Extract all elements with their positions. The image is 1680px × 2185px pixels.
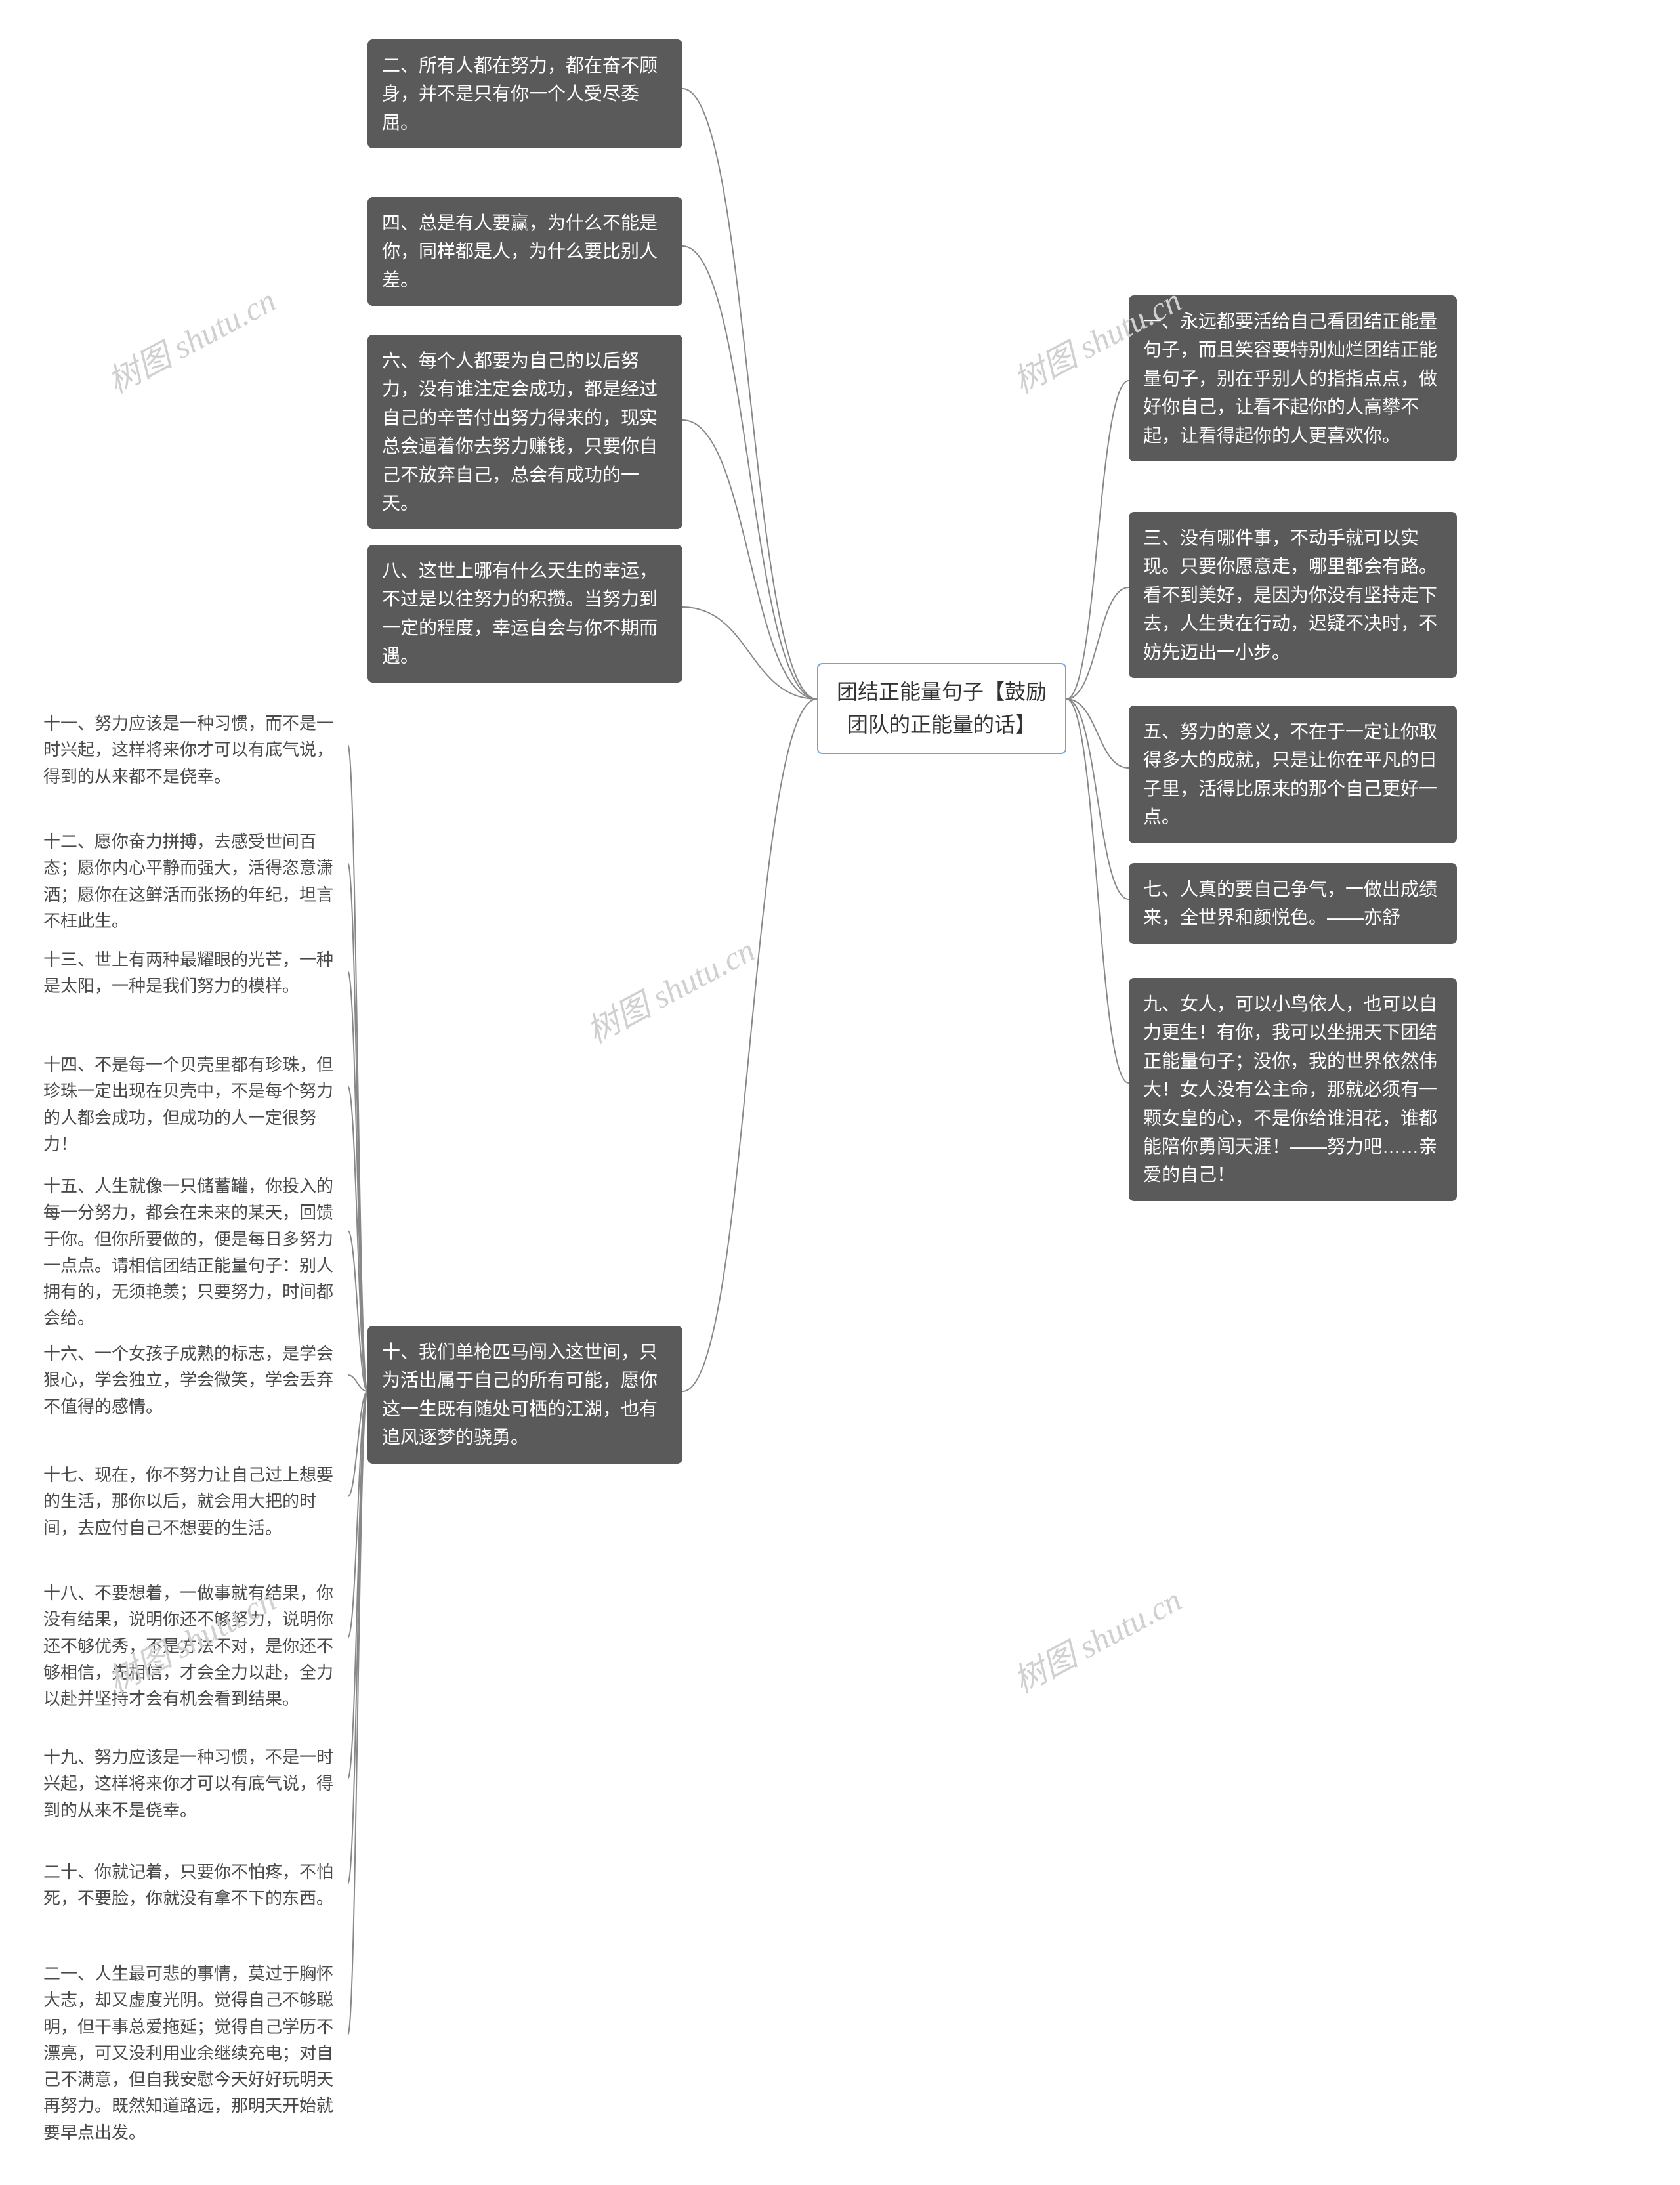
node-3-text: 三、没有哪件事，不动手就可以实现。只要你愿意走，哪里都会有路。看不到美好，是因为… [1143,528,1437,662]
node-10: 十、我们单枪匹马闯入这世间，只为活出属于自己的所有可能，愿你这一生既有随处可栖的… [368,1326,682,1464]
center-node: 团结正能量句子【鼓励团队的正能量的话】 [817,663,1066,754]
node-2: 二、所有人都在努力，都在奋不顾身，并不是只有你一个人受尽委屈。 [368,39,682,148]
leaf-18-text: 十八、不要想着，一做事就有结果，你没有结果，说明你还不够努力，说明你还不够优秀，… [43,1583,333,1708]
leaf-15: 十五、人生就像一只储蓄罐，你投入的每一分努力，都会在未来的某天，回馈于你。但你所… [33,1165,348,1340]
leaf-11: 十一、努力应该是一种习惯，而不是一时兴起，这样将来你才可以有底气说，得到的从来都… [33,702,348,797]
center-node-text: 团结正能量句子【鼓励团队的正能量的话】 [837,680,1047,736]
node-7: 七、人真的要自己争气，一做出成绩来，全世界和颜悦色。——亦舒 [1129,863,1457,944]
leaf-17: 十七、现在，你不努力让自己过上想要的生活，那你以后，就会用大把的时间，去应付自己… [33,1454,348,1549]
leaf-13: 十三、世上有两种最耀眼的光芒，一种是太阳，一种是我们努力的模样。 [33,939,348,1008]
node-4-text: 四、总是有人要赢，为什么不能是你，同样都是人，为什么要比别人差。 [382,213,658,290]
leaf-15-text: 十五、人生就像一只储蓄罐，你投入的每一分努力，都会在未来的某天，回馈于你。但你所… [43,1176,333,1328]
leaf-21-text: 二一、人生最可悲的事情，莫过于胸怀大志，却又虚度光阴。觉得自己不够聪明，但干事总… [43,1964,333,2142]
node-7-text: 七、人真的要自己争气，一做出成绩来，全世界和颜悦色。——亦舒 [1143,879,1437,927]
leaf-14: 十四、不是每一个贝壳里都有珍珠，但珍珠一定出现在贝壳中，不是每个努力的人都会成功… [33,1044,348,1165]
node-4: 四、总是有人要赢，为什么不能是你，同样都是人，为什么要比别人差。 [368,197,682,306]
leaf-16: 十六、一个女孩子成熟的标志，是学会狠心，学会独立，学会微笑，学会丢弃不值得的感情… [33,1332,348,1428]
leaf-17-text: 十七、现在，你不努力让自己过上想要的生活，那你以后，就会用大把的时间，去应付自己… [43,1465,333,1538]
leaf-19-text: 十九、努力应该是一种习惯，不是一时兴起，这样将来你才可以有底气说，得到的从来不是… [43,1747,333,1820]
node-8: 八、这世上哪有什么天生的幸运，不过是以往努力的积攒。当努力到一定的程度，幸运自会… [368,545,682,683]
node-8-text: 八、这世上哪有什么天生的幸运，不过是以往努力的积攒。当努力到一定的程度，幸运自会… [382,561,658,666]
node-9: 九、女人，可以小鸟依人，也可以自力更生！有你，我可以坐拥天下团结正能量句子；没你… [1129,978,1457,1201]
leaf-12-text: 十二、愿你奋力拼搏，去感受世间百态；愿你内心平静而强大，活得恣意潇洒；愿你在这鲜… [43,832,333,931]
leaf-13-text: 十三、世上有两种最耀眼的光芒，一种是太阳，一种是我们努力的模样。 [43,950,333,996]
node-1: 一、永远都要活给自己看团结正能量句子，而且笑容要特别灿烂团结正能量句子，别在乎别… [1129,295,1457,461]
leaf-18: 十八、不要想着，一做事就有结果，你没有结果，说明你还不够努力，说明你还不够优秀，… [33,1572,348,1720]
node-2-text: 二、所有人都在努力，都在奋不顾身，并不是只有你一个人受尽委屈。 [382,55,658,133]
node-1-text: 一、永远都要活给自己看团结正能量句子，而且笑容要特别灿烂团结正能量句子，别在乎别… [1143,311,1437,446]
watermark-1-text: 树图 shutu.cn [102,282,282,400]
leaf-19: 十九、努力应该是一种习惯，不是一时兴起，这样将来你才可以有底气说，得到的从来不是… [33,1736,348,1831]
leaf-11-text: 十一、努力应该是一种习惯，而不是一时兴起，这样将来你才可以有底气说，得到的从来都… [43,713,333,786]
node-5: 五、努力的意义，不在于一定让你取得多大的成就，只是让你在平凡的日子里，活得比原来… [1129,706,1457,843]
leaf-14-text: 十四、不是每一个贝壳里都有珍珠，但珍珠一定出现在贝壳中，不是每个努力的人都会成功… [43,1055,333,1154]
watermark-5-text: 树图 shutu.cn [1007,1581,1187,1700]
leaf-20: 二十、你就记着，只要你不怕疼，不怕死，不要脸，你就没有拿不下的东西。 [33,1851,348,1920]
leaf-21: 二一、人生最可悲的事情，莫过于胸怀大志，却又虚度光阴。觉得自己不够聪明，但干事总… [33,1953,348,2153]
leaf-16-text: 十六、一个女孩子成熟的标志，是学会狠心，学会独立，学会微笑，学会丢弃不值得的感情… [43,1344,333,1416]
node-5-text: 五、努力的意义，不在于一定让你取得多大的成就，只是让你在平凡的日子里，活得比原来… [1143,721,1437,827]
watermark-1: 树图 shutu.cn [98,274,284,402]
leaf-12: 十二、愿你奋力拼搏，去感受世间百态；愿你内心平静而强大，活得恣意潇洒；愿你在这鲜… [33,820,348,942]
watermark-3: 树图 shutu.cn [578,924,763,1052]
node-6-text: 六、每个人都要为自己的以后努力，没有谁注定会成功，都是经过自己的辛苦付出努力得来… [382,350,658,513]
leaf-20-text: 二十、你就记着，只要你不怕疼，不怕死，不要脸，你就没有拿不下的东西。 [43,1862,333,1908]
node-3: 三、没有哪件事，不动手就可以实现。只要你愿意走，哪里都会有路。看不到美好，是因为… [1129,512,1457,678]
node-6: 六、每个人都要为自己的以后努力，没有谁注定会成功，都是经过自己的辛苦付出努力得来… [368,335,682,529]
watermark-3-text: 树图 shutu.cn [581,931,761,1050]
watermark-5: 树图 shutu.cn [1004,1574,1189,1702]
node-10-text: 十、我们单枪匹马闯入这世间，只为活出属于自己的所有可能，愿你这一生既有随处可栖的… [382,1342,658,1447]
node-9-text: 九、女人，可以小鸟依人，也可以自力更生！有你，我可以坐拥天下团结正能量句子；没你… [1143,994,1437,1185]
